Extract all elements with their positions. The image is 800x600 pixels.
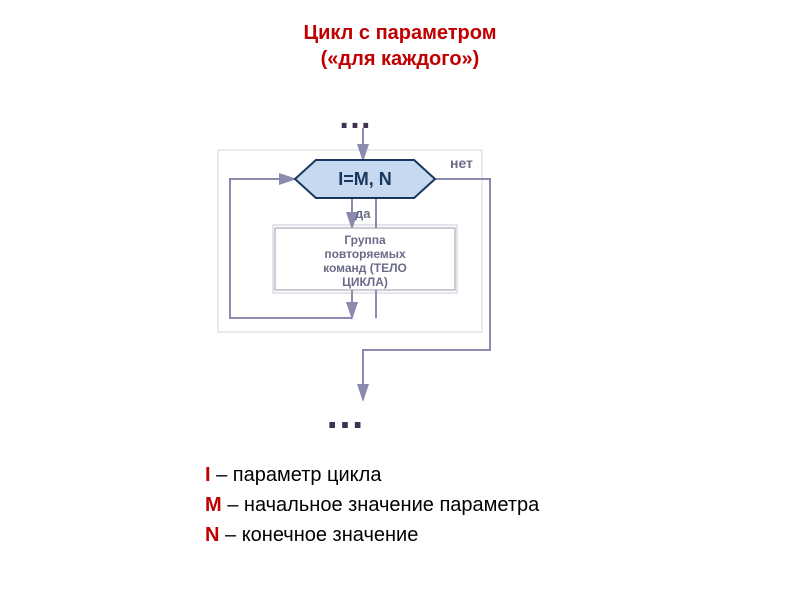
loop-body-label: ЦИКЛА) [342,275,388,289]
dots-bottom: … [325,393,365,437]
label-yes: да [355,206,371,221]
legend-letter: M [205,494,222,516]
legend-item: I – параметр цикла [205,460,539,490]
legend-item: M – начальное значение параметра [205,490,539,520]
legend-letter: N [205,524,219,546]
loop-body-label: команд (ТЕЛО [323,261,407,275]
legend-text: – конечное значение [219,524,418,546]
loop-body-label: Группа [344,233,386,247]
label-no: нет [450,155,473,171]
legend-item: N – конечное значение [205,520,539,550]
loop-body-label: повторяемых [324,247,406,261]
legend: I – параметр циклаM – начальное значение… [205,460,539,550]
legend-text: – параметр цикла [211,464,382,486]
dots-top: … [338,98,372,136]
loop-header-label: I=M, N [338,169,392,189]
legend-text: – начальное значение параметра [222,494,540,516]
